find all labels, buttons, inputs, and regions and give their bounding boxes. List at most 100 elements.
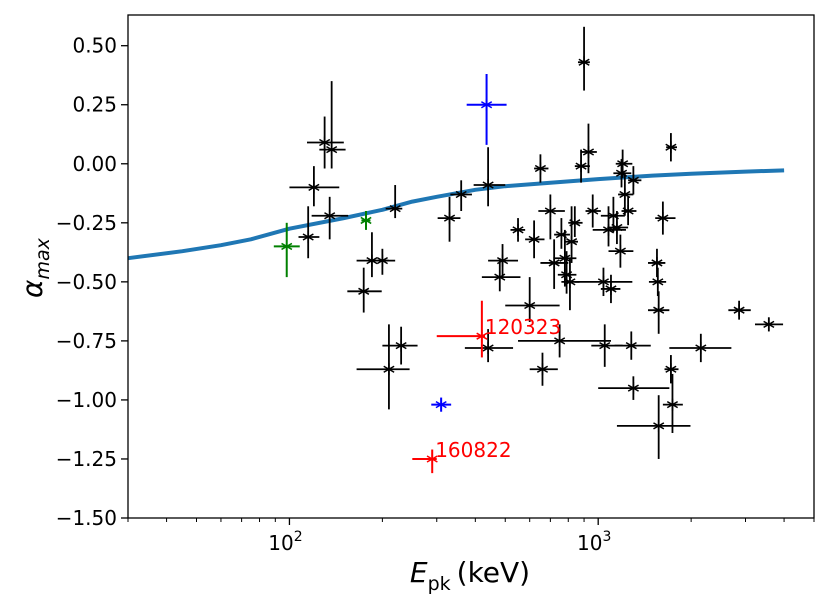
star-marker <box>395 339 407 352</box>
star-marker <box>605 282 617 295</box>
star-marker <box>564 275 576 288</box>
data-point-black <box>608 234 634 268</box>
data-point-black <box>518 324 611 358</box>
star-marker <box>426 452 438 465</box>
data-point-green <box>273 222 300 278</box>
data-point-red <box>412 449 438 474</box>
star-marker <box>666 398 679 411</box>
star-marker <box>619 188 631 201</box>
data-point-red <box>436 300 488 358</box>
data-point-black <box>600 274 621 304</box>
data-point-black <box>464 329 514 363</box>
star-marker <box>665 363 677 376</box>
data-point-black <box>307 116 344 169</box>
star-marker <box>319 136 331 149</box>
star-marker <box>512 223 524 236</box>
data-point-black <box>627 166 642 195</box>
star-marker <box>358 285 370 298</box>
data-point-black <box>607 211 629 245</box>
data-point-green <box>360 211 372 230</box>
star-marker <box>657 212 669 225</box>
data-point-black <box>510 218 526 242</box>
annotation-layer: 120323 160822 <box>435 315 561 462</box>
star-marker <box>578 56 590 69</box>
star-marker <box>383 363 395 376</box>
data-point-blue <box>466 74 507 145</box>
star-marker <box>582 145 595 158</box>
data-point-black <box>621 196 637 226</box>
point-annotation-120323: 120323 <box>485 315 561 339</box>
star-marker <box>376 254 388 267</box>
x-axis-label-sub: pk <box>428 573 451 595</box>
data-point-black <box>356 324 410 410</box>
data-point-black <box>648 267 667 297</box>
data-point-black <box>298 206 320 259</box>
star-marker <box>587 205 599 218</box>
star-marker <box>544 205 556 218</box>
data-point-black <box>669 333 732 363</box>
star-marker <box>389 202 401 215</box>
star-marker <box>302 230 314 243</box>
star-marker <box>536 363 549 376</box>
x-axis-label-unit: (keV) <box>457 556 530 589</box>
star-marker <box>599 339 611 352</box>
data-point-black <box>655 201 676 235</box>
star-marker <box>625 339 637 352</box>
data-point-black <box>585 194 601 228</box>
data-point-black <box>481 258 521 292</box>
star-marker <box>653 419 665 432</box>
data-point-black <box>615 149 633 178</box>
star-marker <box>326 143 338 156</box>
star-marker <box>554 334 566 347</box>
star-marker <box>651 256 663 269</box>
star-marker <box>617 157 629 170</box>
data-point-black <box>614 331 651 360</box>
data-point-black <box>568 206 583 237</box>
star-marker <box>443 212 456 225</box>
curve-layer <box>127 168 785 261</box>
data-point-black <box>574 149 590 183</box>
y-tick-label: −1.00 <box>56 388 117 412</box>
data-point-black <box>616 395 691 459</box>
star-marker <box>534 162 546 175</box>
y-tick-label: −1.50 <box>56 506 117 530</box>
data-point-black <box>598 376 670 400</box>
star-marker <box>476 330 488 343</box>
y-tick-label: 0.00 <box>72 152 117 176</box>
data-point-black <box>356 232 389 278</box>
star-marker <box>611 221 623 234</box>
star-marker <box>763 318 775 331</box>
star-marker <box>695 341 707 354</box>
data-point-black <box>529 352 558 386</box>
y-axis-label-sub: max <box>32 237 54 279</box>
data-point-black <box>581 123 597 174</box>
data-point-black <box>665 133 678 162</box>
data-point-black <box>437 196 461 242</box>
data-point-black <box>473 147 506 207</box>
star-marker <box>614 245 626 258</box>
data-point-black <box>600 196 625 233</box>
star-marker <box>435 398 447 411</box>
data-point-black <box>538 194 565 240</box>
x-tick-label: 103 <box>577 529 611 555</box>
point-annotation-160822: 160822 <box>435 438 511 462</box>
star-marker <box>653 304 665 317</box>
star-marker <box>665 141 677 154</box>
data-point-black <box>577 26 590 91</box>
data-point-blue <box>431 397 452 412</box>
star-marker <box>308 181 320 194</box>
star-marker <box>597 275 610 288</box>
alpha-max-curve <box>127 168 785 261</box>
y-axis-label-main: α <box>16 279 49 298</box>
data-point-black <box>662 373 683 433</box>
star-marker <box>281 240 293 253</box>
data-point-black <box>564 206 578 263</box>
y-tick-label: −0.25 <box>56 211 117 235</box>
data-point-black <box>534 154 549 183</box>
star-marker <box>575 160 587 173</box>
data-point-black <box>525 220 545 259</box>
star-marker <box>528 233 540 246</box>
star-marker <box>627 174 639 187</box>
y-axis-ticks: 0.50 0.25 0.00 −0.25 −0.50 −0.75 −1.00 −1.25 −1.… <box>56 34 128 530</box>
